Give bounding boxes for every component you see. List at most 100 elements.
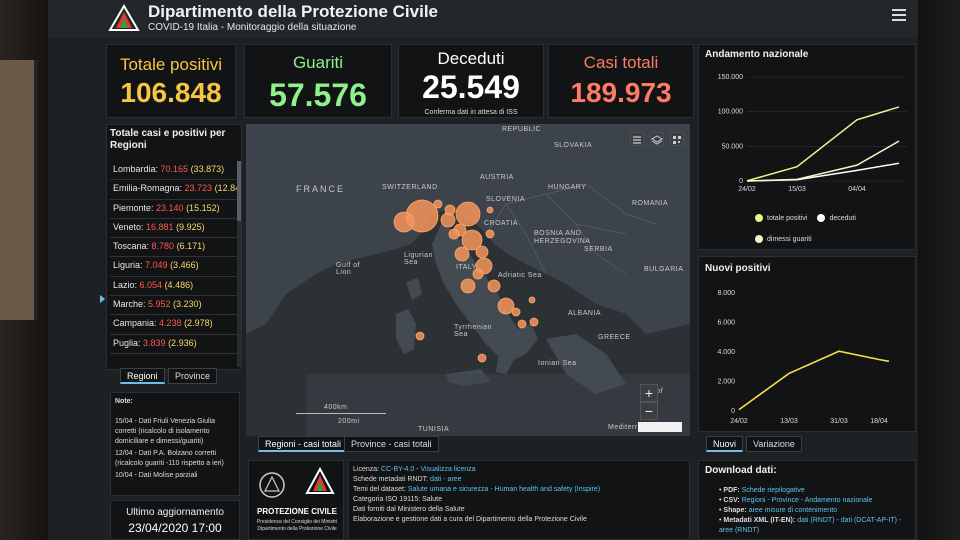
region-bubble[interactable] — [472, 268, 484, 280]
list-view-icon[interactable] — [630, 132, 644, 146]
tab-regioni[interactable]: Regioni — [120, 368, 165, 384]
shape-link[interactable]: aree misure di contenimento — [748, 507, 838, 514]
monitor-bezel-right — [918, 0, 960, 540]
app-subtitle: COVID-19 Italia - Monitoraggio della sit… — [148, 22, 357, 33]
region-positive: (4.486) — [164, 279, 194, 290]
region-bubble[interactable] — [485, 229, 495, 239]
kpi-note: Conferma dati in attesa di ISS — [424, 109, 518, 116]
map-canvas[interactable] — [246, 124, 690, 436]
legend-item[interactable]: totale positivi — [755, 214, 807, 223]
region-positive: (3.466) — [170, 260, 199, 271]
region-bubble[interactable] — [487, 279, 501, 293]
region-item[interactable]: Piemonte: 23.140 (15.152) — [110, 200, 238, 219]
y-tick-label: 0 — [739, 178, 743, 185]
region-total: 8.780 — [151, 241, 177, 252]
x-tick-label: 13/03 — [780, 418, 798, 425]
data-source: Dati forniti dal Ministero della Salute — [353, 506, 465, 513]
metadata-links[interactable]: dati - aree — [430, 476, 462, 483]
y-tick-label: 100.000 — [718, 109, 743, 116]
themes-link[interactable]: Salute umana e sicurezza - Human health … — [407, 486, 601, 493]
map-label-slovakia: SLOVAKIA — [554, 142, 593, 149]
region-positive: (33.873) — [190, 164, 225, 174]
x-tick-label: 24/02 — [730, 418, 748, 425]
region-item[interactable]: Emilia-Romagna: 23.723 (12.845) — [110, 180, 238, 200]
region-item[interactable]: Lombardia: 70.165 (33.873) — [110, 161, 238, 181]
region-bubble[interactable] — [511, 307, 521, 317]
map-label-ligurian: Ligurian Sea — [404, 252, 433, 266]
kpi-label: Guariti — [292, 53, 344, 72]
csv-link[interactable]: Regioni - Province - Andamento nazionale — [741, 497, 873, 504]
kpi-value: 25.549 — [422, 69, 520, 105]
region-positive: (15.152) — [186, 202, 220, 213]
region-bubble[interactable] — [444, 204, 456, 216]
legend-item[interactable]: deceduti — [817, 214, 856, 223]
region-bubble[interactable] — [415, 331, 425, 341]
region-bubble[interactable] — [433, 199, 443, 209]
map-label-tyrrhenian: Tyrrhenian Sea — [454, 324, 493, 338]
region-item[interactable]: Puglia: 3.839 (2.936) — [110, 335, 238, 354]
sidebar-expand-arrow-icon[interactable] — [100, 295, 105, 303]
kpi-deceduti: Deceduti 25.549 Conferma dati in attesa … — [398, 44, 544, 118]
region-item[interactable]: Marche: 5.952 (3.230) — [110, 296, 238, 316]
zoom-in-button[interactable]: + — [640, 384, 658, 402]
region-total: 6.054 — [139, 279, 165, 290]
region-bubble[interactable] — [529, 317, 539, 327]
region-list-scrollbar[interactable] — [237, 161, 241, 367]
zoom-out-button[interactable]: − — [640, 402, 658, 420]
tab-variazione[interactable]: Variazione — [746, 436, 802, 452]
tab-province[interactable]: Province — [168, 368, 218, 384]
map-label-mediterr: Mediterr — [608, 424, 638, 431]
region-item[interactable]: Liguria: 7.049 (3.466) — [110, 257, 238, 277]
metadata-row: Schede metadati RNDT: dati - aree — [353, 475, 685, 485]
map-view[interactable]: FRANCE SWITZERLAND AUSTRIA SLOVENIA CROA… — [246, 124, 690, 436]
region-item[interactable]: Lazio: 6.054 (4.486) — [110, 277, 238, 297]
view-license-link[interactable]: Visualizza licenza — [420, 466, 476, 473]
download-panel: Download dati: • PDF: Schede riepilogati… — [698, 460, 916, 540]
regions-panel: Totale casi e positivi per Regioni Lomba… — [106, 124, 242, 370]
andamento-chart: 150.000 100.000 50.000 024/02 15/03 04/04 — [718, 74, 907, 193]
region-name: Emilia-Romagna: — [113, 183, 185, 194]
layers-icon[interactable] — [650, 132, 664, 146]
region-bubble[interactable] — [477, 353, 487, 363]
region-bubble[interactable] — [486, 206, 494, 214]
region-item[interactable]: Toscana: 8.780 (6.171) — [110, 238, 238, 258]
map-label-slovenia: SLOVENIA — [486, 196, 526, 203]
legend-dot-icon — [755, 214, 763, 223]
notes-title: Note: — [115, 398, 133, 405]
logo-name: PROTEZIONE CIVILE — [256, 507, 337, 516]
tab-province-casi-totali[interactable]: Province - casi totali — [344, 436, 439, 452]
map-label-bulgaria: BULGARIA — [644, 266, 684, 273]
qr-code-icon[interactable] — [670, 132, 684, 146]
protezione-civile-logo-panel: PROTEZIONE CIVILE Presidenza del Consigl… — [248, 460, 344, 540]
license-link[interactable]: CC-BY-4.0 — [381, 466, 415, 473]
tab-nuovi[interactable]: Nuovi — [706, 436, 744, 452]
region-bubble[interactable] — [475, 245, 489, 259]
region-list[interactable]: Lombardia: 70.165 (33.873) Emilia-Romagna… — [110, 161, 238, 354]
y-tick-label: 2.000 — [717, 379, 735, 386]
region-item[interactable]: Veneto: 16.881 (9.925) — [110, 219, 238, 239]
region-bubble[interactable] — [454, 246, 470, 262]
region-item[interactable]: Campania: 4.238 (2.978) — [110, 315, 238, 335]
monitor-bezel-left — [0, 0, 48, 540]
region-bubble[interactable] — [455, 201, 481, 227]
x-tick-label: 31/03 — [830, 418, 848, 425]
region-bubble[interactable] — [517, 319, 527, 329]
map-bubbles[interactable] — [393, 199, 539, 363]
tab-regioni-casi-totali[interactable]: Regioni - casi totali — [258, 436, 349, 452]
region-bubble[interactable] — [393, 211, 415, 233]
map-label-hungary: HUNGARY — [548, 184, 587, 191]
region-bubble[interactable] — [528, 296, 536, 304]
region-bubble[interactable] — [461, 229, 483, 251]
download-title: Download dati: — [705, 465, 777, 476]
region-bubble[interactable] — [448, 228, 460, 240]
pdf-link[interactable]: Schede riepilogative — [741, 487, 805, 494]
xml-label: Metadati XML (IT-EN): — [723, 517, 796, 524]
legend-item[interactable]: dimessi guariti — [755, 235, 812, 244]
region-total: 4.238 — [159, 318, 185, 329]
region-bubble[interactable] — [460, 278, 476, 294]
xml-link[interactable]: dati (RNDT) - dati (DCAT-AP-IT) - aree (… — [719, 517, 902, 534]
hamburger-menu-icon[interactable] — [892, 9, 906, 21]
region-bubble[interactable] — [497, 297, 515, 315]
map-label-austria: AUSTRIA — [480, 174, 514, 181]
region-bubble[interactable] — [440, 212, 456, 228]
